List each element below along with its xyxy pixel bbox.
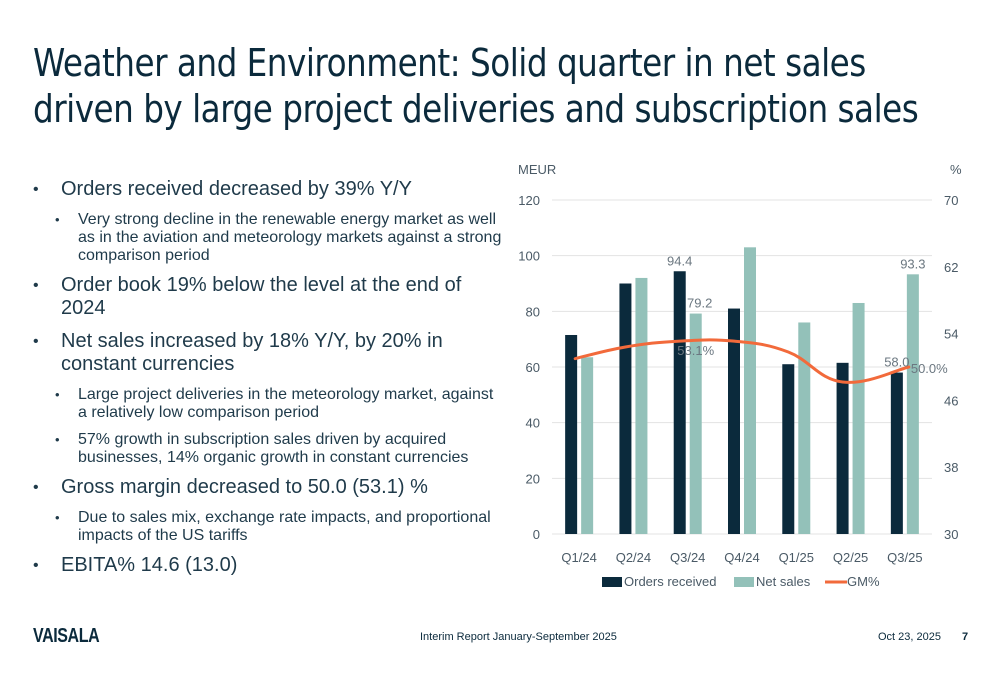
bullet-item: Gross margin decreased to 50.0 (53.1) % xyxy=(33,476,503,499)
page-number: 7 xyxy=(962,631,969,643)
bullet-list: Orders received decreased by 39% Y/Y Ver… xyxy=(33,178,503,587)
legend-label-gm: GM% xyxy=(847,574,880,589)
bullet-item: EBITA% 14.6 (13.0) xyxy=(33,554,503,577)
bar-net-sales xyxy=(852,302,865,534)
y-tick-left: 80 xyxy=(526,304,540,319)
y-tick-left: 100 xyxy=(518,249,540,264)
footer-date: Oct 23, 2025 xyxy=(878,631,941,643)
legend-swatch-orders-received xyxy=(602,577,622,587)
vaisala-logo: VAISALA xyxy=(33,625,100,647)
bullet-item: Net sales increased by 18% Y/Y, by 20% i… xyxy=(33,330,503,376)
y-tick-left: 40 xyxy=(526,416,540,431)
x-tick-label: Q2/24 xyxy=(616,550,651,565)
y-tick-left: 20 xyxy=(526,471,540,486)
bar-net-sales xyxy=(906,274,919,534)
bar-net-sales xyxy=(689,313,702,534)
y-tick-left: 60 xyxy=(526,360,540,375)
bar-orders-received xyxy=(782,364,795,534)
data-label-orders: 94.4 xyxy=(667,253,692,268)
sub-bullet-item: Large project deliveries in the meteorol… xyxy=(33,386,503,422)
x-tick-label: Q3/24 xyxy=(670,550,705,565)
bar-orders-received xyxy=(619,283,632,534)
x-tick-label: Q4/24 xyxy=(724,550,759,565)
y-tick-right: 62 xyxy=(944,260,958,275)
bullet-item: Orders received decreased by 39% Y/Y xyxy=(33,178,503,201)
bar-net-sales xyxy=(744,247,756,535)
y-axis-left-label: MEUR xyxy=(518,162,556,177)
bar-orders-received xyxy=(673,271,686,534)
y-tick-right: 46 xyxy=(944,393,958,408)
y-tick-right: 38 xyxy=(944,460,958,475)
y-tick-right: 54 xyxy=(944,327,958,342)
y-tick-right: 70 xyxy=(944,193,958,208)
bar-orders-received xyxy=(890,372,903,534)
gm-line xyxy=(573,338,911,384)
bar-net-sales xyxy=(581,357,594,534)
x-tick-label: Q1/25 xyxy=(779,550,814,565)
legend-label-net-sales: Net sales xyxy=(756,574,811,589)
slide-title: Weather and Environment: Solid quarter i… xyxy=(33,40,919,132)
x-tick-label: Q2/25 xyxy=(833,550,868,565)
data-label-net-sales: 79.2 xyxy=(687,296,712,311)
legend-swatch-net-sales xyxy=(734,577,754,587)
y-axis-right-label: % xyxy=(950,162,962,177)
data-label-net-sales: 93.3 xyxy=(900,256,925,271)
bullet-item: Order book 19% below the level at the en… xyxy=(33,274,503,320)
y-tick-left: 120 xyxy=(518,193,540,208)
data-label-gm: 50.0% xyxy=(911,361,948,376)
y-tick-right: 30 xyxy=(944,527,958,542)
bar-net-sales xyxy=(798,322,811,534)
y-tick-left: 0 xyxy=(533,527,540,542)
x-tick-label: Q3/25 xyxy=(887,550,922,565)
sub-bullet-item: 57% growth in subscription sales driven … xyxy=(33,431,503,467)
bar-orders-received xyxy=(728,308,740,534)
sub-bullet-item: Very strong decline in the renewable ene… xyxy=(33,211,503,265)
title-line-1: Weather and Environment: Solid quarter i… xyxy=(33,41,866,85)
title-line-2: driven by large project deliveries and s… xyxy=(33,87,919,131)
legend-label-orders-received: Orders received xyxy=(624,574,716,589)
data-label-orders: 58.0 xyxy=(884,355,909,370)
bar-orders-received xyxy=(565,334,578,534)
data-label-gm: 53.1% xyxy=(677,343,714,358)
x-tick-label: Q1/24 xyxy=(561,550,596,565)
combo-chart: MEUR % 0 20 40 60 80 100 120 30 38 46 54 62 70 Q1/2… xyxy=(518,162,962,589)
sub-bullet-item: Due to sales mix, exchange rate impacts,… xyxy=(33,509,503,545)
bar-orders-received xyxy=(836,362,849,534)
bar-net-sales xyxy=(635,277,648,534)
footer-report-title: Interim Report January-September 2025 xyxy=(420,631,617,643)
